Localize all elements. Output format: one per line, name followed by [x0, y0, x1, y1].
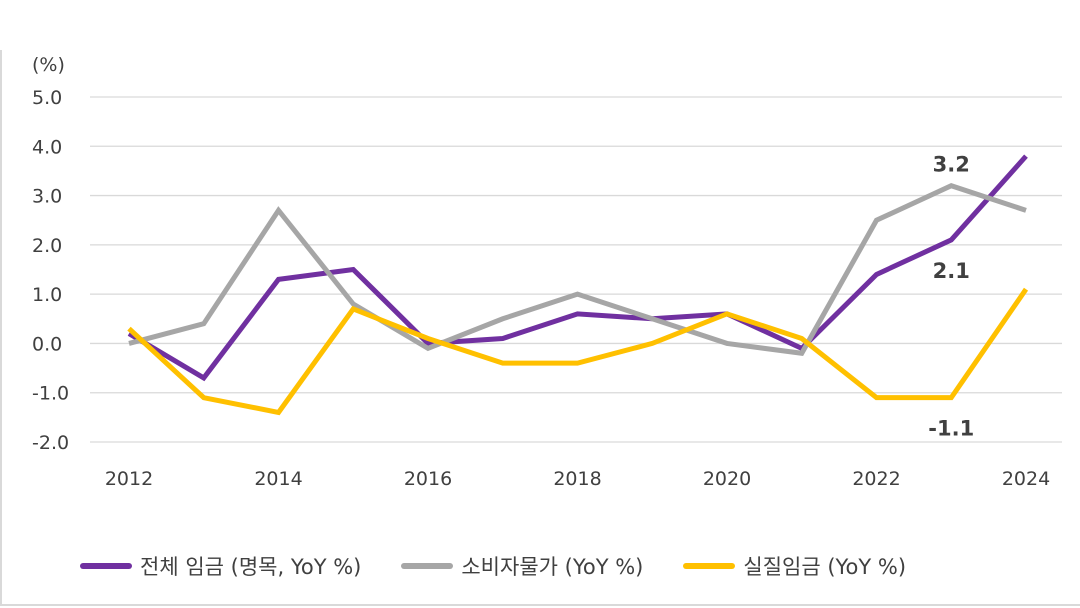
chart-left-border: [0, 50, 2, 605]
legend-item-nominal-wage: 전체 임금 (명목, YoY %): [80, 551, 361, 581]
y-tick-label-7: -2.0: [32, 432, 69, 454]
legend-label-nominal-wage: 전체 임금 (명목, YoY %): [140, 555, 362, 579]
line-chart: (%) 5.04.03.02.01.00.0-1.0-2.0 2012 2014 2…: [32, 54, 1062, 490]
x-tick-label-6: 2024: [1002, 468, 1050, 490]
x-tick-label-3: 2018: [553, 468, 601, 490]
x-axis-ticks: 2012 2014 2016 2018 2020 2022 2024: [105, 468, 1050, 490]
y-tick-label-5: 0.0: [32, 333, 62, 355]
data-label-0: 3.2: [933, 153, 970, 177]
legend-label-cpi: 소비자물가 (YoY %): [461, 555, 644, 579]
data-labels: 3.2 2.1 -1.1: [928, 153, 974, 441]
x-tick-label-4: 2020: [703, 468, 751, 490]
legend: 전체 임금 (명목, YoY %) 소비자물가 (YoY %) 실질임금 (Yo…: [80, 548, 1080, 584]
legend-item-real-wage: 실질임금 (YoY %): [683, 551, 906, 581]
series-line-2: [127, 287, 1029, 416]
x-tick-label-2: 2016: [404, 468, 452, 490]
legend-swatch-real-wage: [683, 563, 736, 569]
series-lines: [127, 154, 1029, 416]
x-tick-label-5: 2022: [852, 468, 900, 490]
y-tick-label-0: 5.0: [32, 87, 62, 109]
legend-label-real-wage: 실질임금 (YoY %): [743, 555, 907, 579]
y-tick-label-1: 4.0: [32, 136, 62, 158]
chart-top-area: [0, 0, 1080, 50]
legend-swatch-nominal-wage: [80, 563, 132, 569]
y-tick-label-2: 3.0: [32, 186, 62, 208]
series-line-1: [128, 183, 1027, 356]
y-tick-label-3: 2.0: [32, 235, 62, 257]
y-tick-label-4: 1.0: [32, 284, 62, 306]
chart-bottom-border: [0, 604, 1080, 606]
x-tick-label-0: 2012: [105, 468, 153, 490]
gridlines: [90, 96, 1062, 443]
y-axis-unit-label: (%): [32, 54, 65, 76]
x-tick-label-1: 2014: [254, 468, 302, 490]
legend-swatch-cpi: [401, 563, 454, 569]
data-label-2: -1.1: [928, 417, 974, 441]
y-tick-label-6: -1.0: [32, 383, 69, 405]
series-line-0: [127, 154, 1028, 382]
data-label-1: 2.1: [933, 259, 970, 283]
y-axis-ticks: 5.0 4.0 3.0 2.0 1.0 0.0 -1.0 -2.0: [32, 87, 69, 454]
legend-item-cpi: 소비자물가 (YoY %): [401, 551, 643, 581]
